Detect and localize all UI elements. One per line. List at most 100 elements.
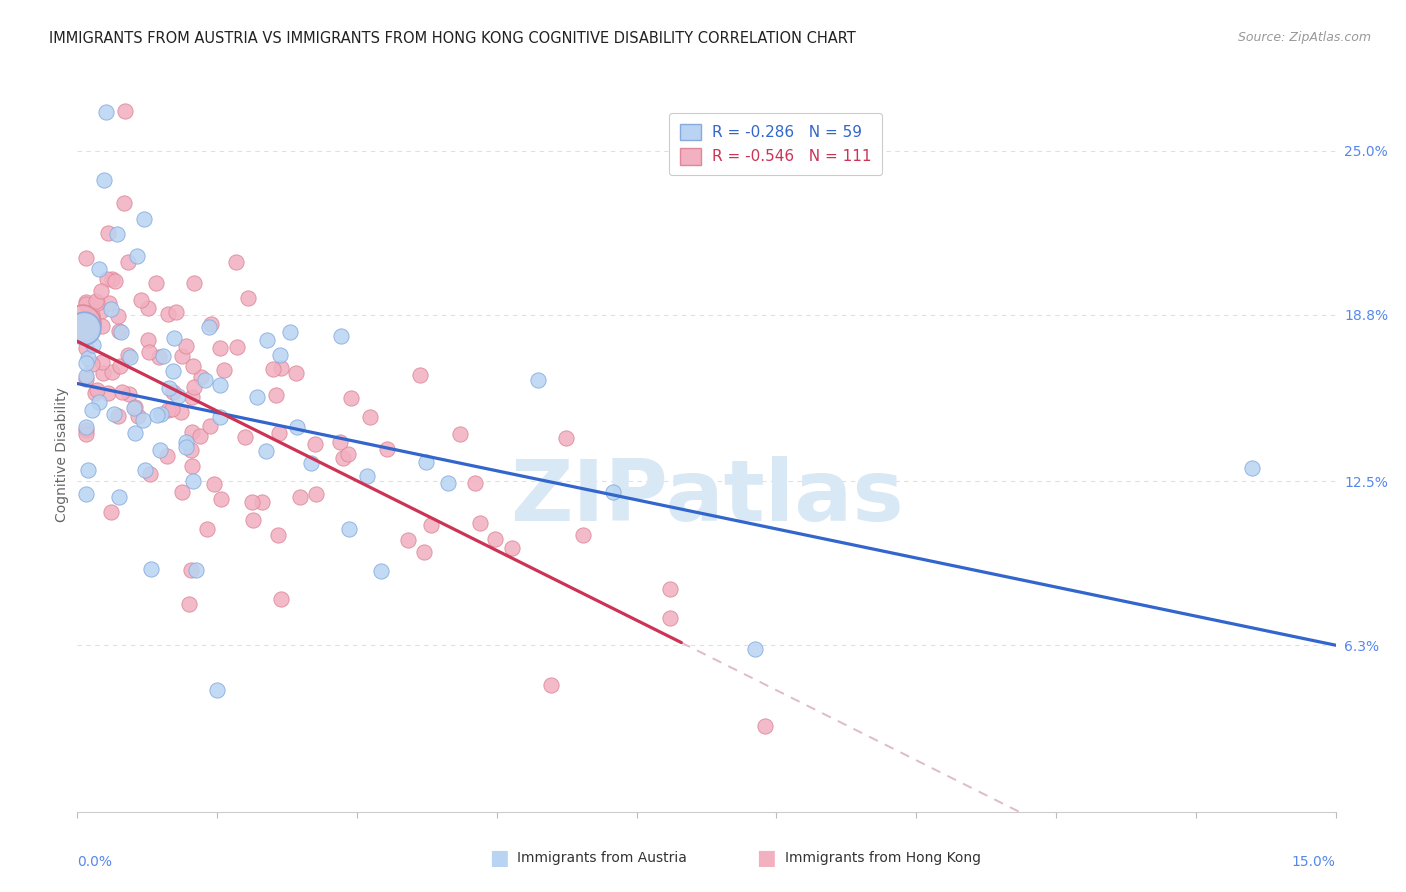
Point xyxy=(246,390,269,404)
Point xyxy=(449,426,471,441)
Point xyxy=(180,459,202,474)
Text: IMMIGRANTS FROM AUSTRIA VS IMMIGRANTS FROM HONG KONG COGNITIVE DISABILITY CORREL: IMMIGRANTS FROM AUSTRIA VS IMMIGRANTS FR… xyxy=(49,31,856,46)
Point xyxy=(86,296,108,310)
Point xyxy=(100,505,122,519)
Point xyxy=(107,409,129,423)
Text: Immigrants from Austria: Immigrants from Austria xyxy=(517,851,688,865)
Point xyxy=(73,321,96,335)
Point xyxy=(1240,461,1263,475)
Point xyxy=(149,407,172,421)
Point xyxy=(236,291,259,305)
Point xyxy=(90,304,112,318)
Point xyxy=(470,516,492,530)
Point xyxy=(75,420,97,434)
Point xyxy=(84,386,107,401)
Point xyxy=(183,277,205,291)
Point xyxy=(80,309,103,323)
Point xyxy=(602,484,624,499)
Point xyxy=(91,366,114,380)
Point xyxy=(464,476,486,491)
Point xyxy=(86,383,108,397)
Point xyxy=(339,391,361,405)
Point xyxy=(744,641,766,656)
Point xyxy=(304,487,326,501)
Point xyxy=(181,390,204,404)
Point xyxy=(70,316,93,330)
Point xyxy=(107,490,129,504)
Point xyxy=(167,389,190,403)
Point xyxy=(145,276,167,290)
Point xyxy=(242,513,264,527)
Point xyxy=(129,293,152,307)
Point xyxy=(197,522,219,536)
Point xyxy=(76,351,98,365)
Point xyxy=(96,272,118,286)
Point xyxy=(181,425,204,439)
Point xyxy=(269,348,291,362)
Point xyxy=(396,533,419,548)
Point xyxy=(176,339,198,353)
Point xyxy=(180,563,202,577)
Point xyxy=(93,172,115,186)
Text: ■: ■ xyxy=(756,848,776,868)
Text: ■: ■ xyxy=(489,848,509,868)
Point xyxy=(156,449,179,463)
Point xyxy=(359,409,381,424)
Point xyxy=(162,331,184,345)
Point xyxy=(183,380,205,394)
Point xyxy=(214,363,236,377)
Point xyxy=(356,468,378,483)
Point xyxy=(179,443,201,458)
Point xyxy=(132,412,155,426)
Point xyxy=(75,427,97,442)
Point xyxy=(101,365,124,379)
Y-axis label: Cognitive Disability: Cognitive Disability xyxy=(55,387,69,523)
Point xyxy=(111,384,134,399)
Point xyxy=(124,400,146,414)
Point xyxy=(181,474,204,488)
Point xyxy=(285,366,308,380)
Point xyxy=(190,370,212,384)
Point xyxy=(267,528,290,542)
Point xyxy=(75,369,97,384)
Point xyxy=(117,348,139,362)
Point xyxy=(165,305,187,319)
Point xyxy=(527,374,550,388)
Point xyxy=(339,522,361,536)
Point xyxy=(76,423,98,437)
Point xyxy=(162,364,184,378)
Point xyxy=(114,104,136,119)
Point xyxy=(285,420,308,434)
Point xyxy=(177,597,200,611)
Point xyxy=(375,442,398,457)
Point xyxy=(134,211,156,226)
Point xyxy=(337,447,360,461)
Point xyxy=(141,561,163,575)
Point xyxy=(138,333,160,347)
Point xyxy=(82,338,104,352)
Point xyxy=(554,431,576,445)
Point xyxy=(208,377,231,392)
Point xyxy=(77,463,100,477)
Point xyxy=(149,442,172,457)
Point xyxy=(198,320,221,334)
Point xyxy=(156,403,179,417)
Point xyxy=(110,325,132,339)
Point xyxy=(94,104,117,119)
Point xyxy=(89,262,111,277)
Point xyxy=(659,611,682,625)
Point xyxy=(370,564,392,578)
Point xyxy=(124,426,146,441)
Point xyxy=(134,463,156,477)
Point xyxy=(152,349,174,363)
Point xyxy=(107,324,129,338)
Point xyxy=(250,495,273,509)
Text: Immigrants from Hong Kong: Immigrants from Hong Kong xyxy=(785,851,980,865)
Point xyxy=(262,362,284,376)
Point xyxy=(572,528,595,542)
Point xyxy=(659,582,682,596)
Point xyxy=(125,249,148,263)
Point xyxy=(172,350,194,364)
Point xyxy=(330,328,353,343)
Point xyxy=(288,490,311,504)
